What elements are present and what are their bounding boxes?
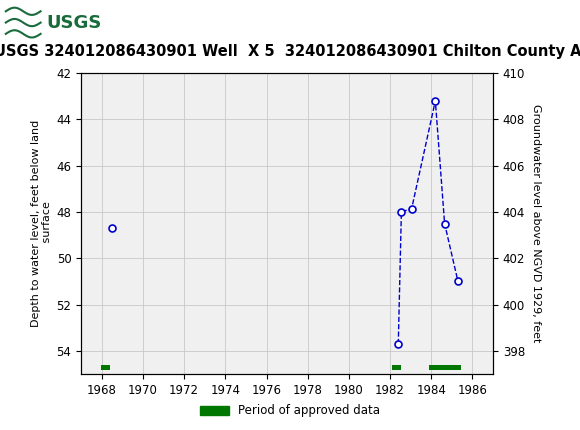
Bar <box>392 365 401 370</box>
FancyBboxPatch shape <box>6 3 81 42</box>
Y-axis label: Groundwater level above NGVD 1929, feet: Groundwater level above NGVD 1929, feet <box>531 104 541 343</box>
Text: USGS 324012086430901 Well  X 5  324012086430901 Chilton County Al: USGS 324012086430901 Well X 5 3240120864… <box>0 44 580 59</box>
Y-axis label: Depth to water level, feet below land
 surface: Depth to water level, feet below land su… <box>31 120 52 327</box>
Text: USGS: USGS <box>46 14 102 31</box>
Bar <box>429 365 461 370</box>
Bar <box>101 365 110 370</box>
Legend: Period of approved data: Period of approved data <box>195 399 385 422</box>
